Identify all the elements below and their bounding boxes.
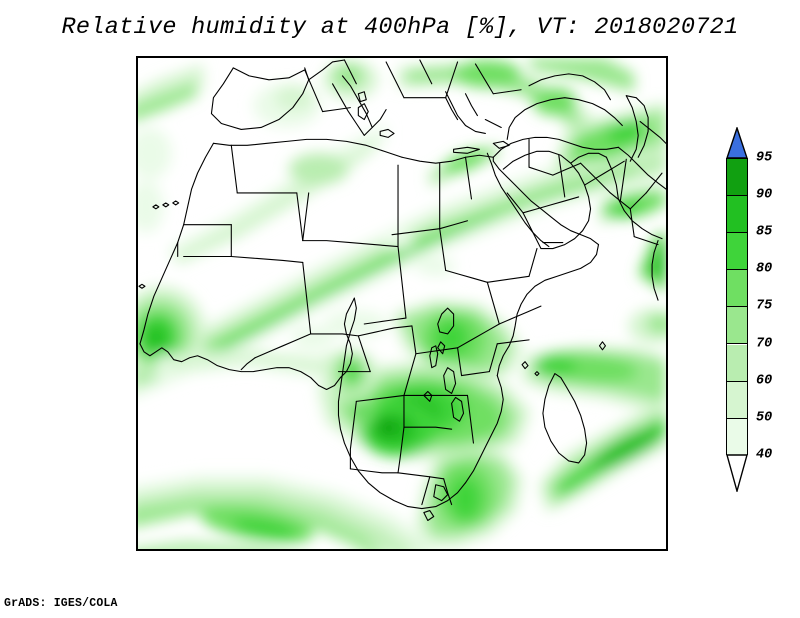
colorbar-label-75: 75 [756,298,773,314]
x-tickmark [218,56,219,58]
x-tickmark [528,56,529,58]
colorbar-band-85-90 [727,196,747,234]
y-tickmark [136,523,138,524]
y-tickmark [136,303,138,304]
y-tickmark [136,243,138,244]
x-tickmark [466,56,467,58]
colorbar-label-60: 60 [756,373,773,389]
x-tickmark [342,56,343,58]
page-title: Relative humidity at 400hPa [%], VT: 201… [61,14,739,41]
colorbar-band-60-70 [727,344,747,382]
credit-label: GrADS: IGES/COLA [4,597,118,610]
x-tickmark [404,56,405,58]
colorbar-bands [726,158,748,456]
colorbar-band-40-50 [727,418,747,456]
colorbar-band-90-95 [727,159,747,197]
colorbar-label-85: 85 [756,224,773,240]
colorbar-band-50-60 [727,381,747,419]
humidity-field [138,58,666,549]
colorbar-label-40: 40 [756,447,773,463]
y-tickmark [136,183,138,184]
y-tickmark [136,423,138,424]
x-tickmark [590,56,591,58]
colorbar: 95 90 85 80 75 70 60 50 40 [722,127,772,495]
colorbar-label-80: 80 [756,261,773,277]
x-tickmark [652,56,653,58]
y-tickmark [136,483,138,484]
colorbar-label-50: 50 [756,410,773,426]
colorbar-band-80-85 [727,233,747,271]
colorbar-label-90: 90 [756,187,773,203]
humidity-contour-fill [138,58,666,549]
colorbar-band-75-80 [727,270,747,308]
colorbar-over-triangle [726,127,748,159]
y-tickmark [136,363,138,364]
coastline-and-borders [138,59,666,522]
colorbar-label-95: 95 [756,150,773,166]
colorbar-label-70: 70 [756,336,773,351]
y-tickmark [136,123,138,124]
colorbar-under-triangle [726,454,748,492]
x-tickmark [156,56,157,58]
map-plot-area: 40N 30N 20N 10N EQ 10S 20S 30S 20W 10W 0… [136,56,668,551]
x-tickmark [280,56,281,58]
colorbar-band-70-75 [727,307,747,345]
